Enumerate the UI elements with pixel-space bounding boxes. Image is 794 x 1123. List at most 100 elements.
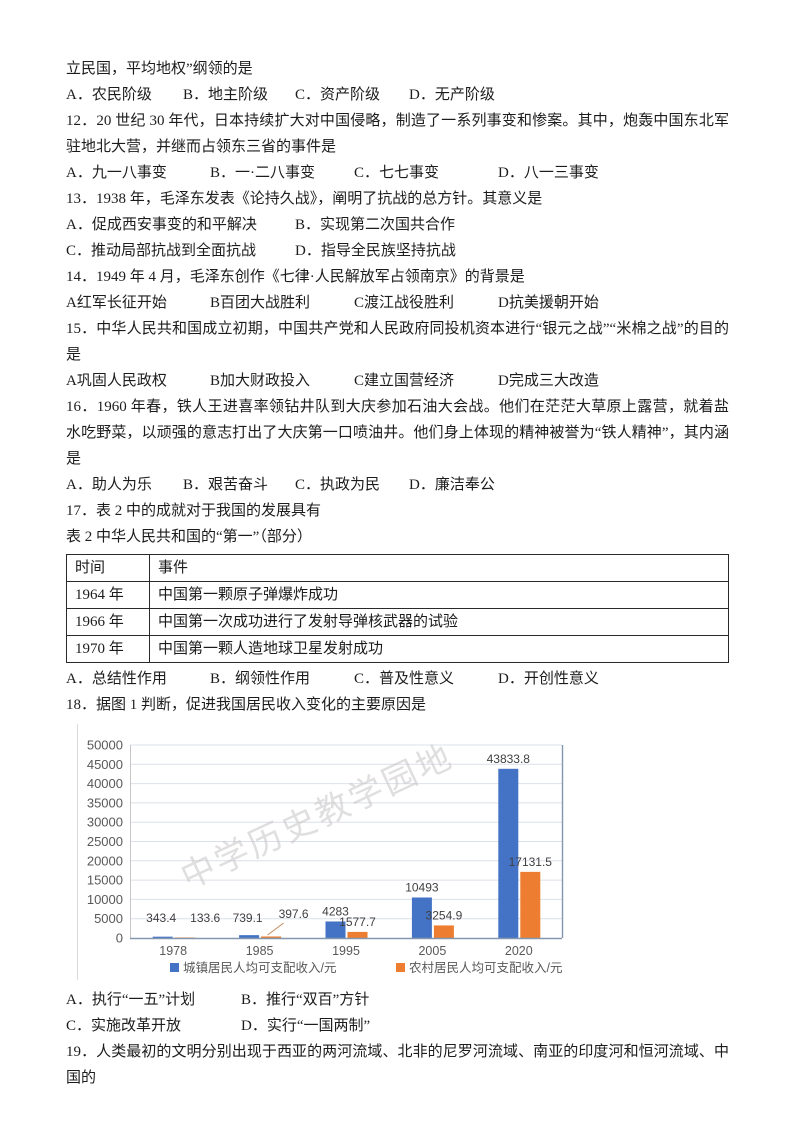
question-19-text: 19．人类最初的文明分别出现于西亚的两河流域、北非的尼罗河流域、南亚的印度河和恒… — [66, 1044, 729, 1086]
exam-content: 立民国，平均地权”纲领的是 A．农民阶级 B．地主阶级 C．资产阶级 D．无产阶级 12．… — [66, 56, 729, 1091]
y-tick-label: 50000 — [87, 738, 123, 753]
question-15-text: 15．中华人民共和国成立初期，中国共产党和人民政府同投机资本进行“银元之战”“米… — [66, 321, 729, 363]
value-label: 739.1 — [233, 911, 263, 925]
option-item: A．执行“一五”计划 — [66, 992, 196, 1008]
y-tick-label: 35000 — [87, 795, 123, 810]
figure-1-chart: 0 5000 10000 15000 20000 25000 30000 35000 40000… — [77, 724, 635, 983]
table-2-caption: 表 2 中华人民共和国的“第一”（部分） — [66, 529, 312, 545]
y-tick-label: 5000 — [94, 911, 123, 926]
options-row: C．实施改革开放 D．实行“一国两制” — [66, 1013, 729, 1039]
bar-urban-1995 — [325, 921, 346, 938]
table-cell: 1966 年 — [66, 608, 150, 636]
option-item: A．总结性作用 — [66, 671, 167, 687]
option-item: A巩固人民政权 — [66, 373, 167, 389]
option-item: C．普及性意义 — [354, 671, 455, 687]
question-11-text: 立民国，平均地权”纲领的是 — [66, 61, 253, 77]
chart-legend: 城镇居民人均可支配收入/元 农村居民人均可支配收入/元 — [170, 961, 562, 975]
option-item: A．农民阶级 — [66, 87, 152, 103]
value-label: 10493 — [405, 880, 439, 894]
bar-rural-1985 — [261, 936, 282, 938]
option-item: D抗美援朝开始 — [498, 295, 599, 311]
value-label: 133.6 — [190, 911, 220, 925]
legend-marker — [396, 963, 405, 972]
option-item: A．助人为乐 — [66, 477, 152, 493]
option-item: D．指导全民族坚持抗战 — [295, 243, 456, 259]
x-axis-labels: 1978 1985 1995 2005 2020 — [159, 944, 532, 958]
options-row: A巩固人民政权 B加大财政投入 C建立国营经济 D完成三大改造 — [66, 368, 729, 394]
legend-label: 农村居民人均可支配收入/元 — [409, 961, 562, 975]
y-tick-label: 45000 — [87, 757, 123, 772]
y-tick-label: 0 — [116, 931, 123, 946]
option-item: C．执政为民 — [295, 477, 381, 493]
table-row: 1970 年中国第一颗人造地球卫星发射成功 — [66, 635, 729, 663]
option-item: D．八一三事变 — [498, 165, 599, 181]
option-item: A红军长征开始 — [66, 295, 167, 311]
option-item: C渡江战役胜利 — [354, 295, 455, 311]
bar-urban-1985 — [239, 935, 260, 938]
value-label: 397.6 — [279, 907, 309, 921]
x-tick-label: 2005 — [418, 944, 446, 958]
table-header-row: 时间 事件 — [66, 554, 729, 582]
bar-urban-2020 — [498, 768, 519, 938]
table-cell: 1964 年 — [66, 581, 150, 609]
x-tick-label: 2020 — [505, 944, 533, 958]
options-row: A．执行“一五”计划 B．推行“双百”方针 — [66, 987, 729, 1013]
y-axis-ticks: 0 5000 10000 15000 20000 25000 30000 35000 40000… — [87, 738, 123, 946]
bars — [152, 768, 541, 939]
question-16-text: 16．1960 年春，铁人王进喜率领钻井队到大庆参加石油大会战。他们在茫茫大草原… — [66, 399, 729, 467]
legend-label: 城镇居民人均可支配收入/元 — [183, 961, 336, 975]
table-cell: 中国第一颗原子弹爆炸成功 — [149, 581, 729, 609]
income-bar-chart: 0 5000 10000 15000 20000 25000 30000 35000 40000… — [77, 724, 564, 980]
bar-urban-1978 — [152, 936, 173, 938]
gridlines — [130, 744, 562, 920]
table-row: 1964 年中国第一颗原子弹爆炸成功 — [66, 581, 729, 609]
option-item: C．七七事变 — [354, 165, 440, 181]
option-item: B．实现第二次国共合作 — [295, 217, 456, 233]
x-tick-label: 1995 — [332, 944, 360, 958]
bar-rural-2020 — [520, 871, 541, 938]
value-label: 43833.8 — [487, 752, 531, 766]
question-18-text: 18．据图 1 判断，促进我国居民收入变化的主要原因是 — [66, 697, 427, 713]
x-tick-label: 1985 — [246, 944, 274, 958]
bar-rural-2005 — [433, 925, 454, 938]
options-row: A．农民阶级 B．地主阶级 C．资产阶级 D．无产阶级 — [66, 82, 729, 108]
value-label: 17131.5 — [509, 855, 553, 869]
options-row: C．推动局部抗战到全面抗战 D．指导全民族坚持抗战 — [66, 238, 729, 264]
table2-firsts: 时间 事件 1964 年中国第一颗原子弹爆炸成功 1966 年中国第一次成功进行了发射… — [66, 554, 729, 663]
options-row: A．助人为乐 B．艰苦奋斗 C．执政为民 D．廉洁奉公 — [66, 472, 729, 498]
option-item: D完成三大改造 — [498, 373, 599, 389]
y-tick-label: 15000 — [87, 873, 123, 888]
options-row: A．总结性作用 B．纲领性作用 C．普及性意义 D．开创性意义 — [66, 666, 729, 692]
option-item: C．资产阶级 — [295, 87, 381, 103]
option-item: B加大财政投入 — [210, 373, 311, 389]
watermark-text: 中学历史教学园地 — [175, 737, 459, 897]
option-item: B百团大战胜利 — [210, 295, 311, 311]
table-header-cell: 时间 — [66, 554, 150, 582]
option-item: A．九一八事变 — [66, 165, 167, 181]
option-item: D．廉洁奉公 — [409, 477, 495, 493]
bar-urban-2005 — [411, 897, 432, 938]
option-item: C．实施改革开放 — [66, 1018, 182, 1034]
option-item: A．促成西安事变的和平解决 — [66, 217, 257, 233]
question-14-text: 14．1949 年 4 月，毛泽东创作《七律·人民解放军占领南京》的背景是 — [66, 269, 525, 285]
legend-marker — [170, 963, 179, 972]
option-item: D．无产阶级 — [409, 87, 495, 103]
question-12-text: 12．20 世纪 30 年代，日本持续扩大对中国侵略，制造了一系列事变和惨案。其… — [66, 113, 729, 155]
options-row: A．九一八事变 B．一·二八事变 C．七七事变 D．八一三事变 — [66, 160, 729, 186]
question-17-text: 17．表 2 中的成就对于我国的发展具有 — [66, 503, 322, 519]
table-row: 1966 年中国第一次成功进行了发射导弹核武器的试验 — [66, 608, 729, 636]
value-label: 1577.7 — [339, 915, 376, 929]
option-item: D．开创性意义 — [498, 671, 599, 687]
y-tick-label: 40000 — [87, 776, 123, 791]
options-row: A．促成西安事变的和平解决 B．实现第二次国共合作 — [66, 212, 729, 238]
option-item: D．实行“一国两制” — [241, 1018, 371, 1034]
option-item: B．艰苦奋斗 — [183, 477, 269, 493]
y-tick-label: 30000 — [87, 815, 123, 830]
table-cell: 中国第一颗人造地球卫星发射成功 — [149, 635, 729, 663]
options-row: A红军长征开始 B百团大战胜利 C渡江战役胜利 D抗美援朝开始 — [66, 290, 729, 316]
y-tick-label: 20000 — [87, 853, 123, 868]
y-tick-label: 25000 — [87, 834, 123, 849]
value-label: 4283 — [322, 904, 349, 918]
